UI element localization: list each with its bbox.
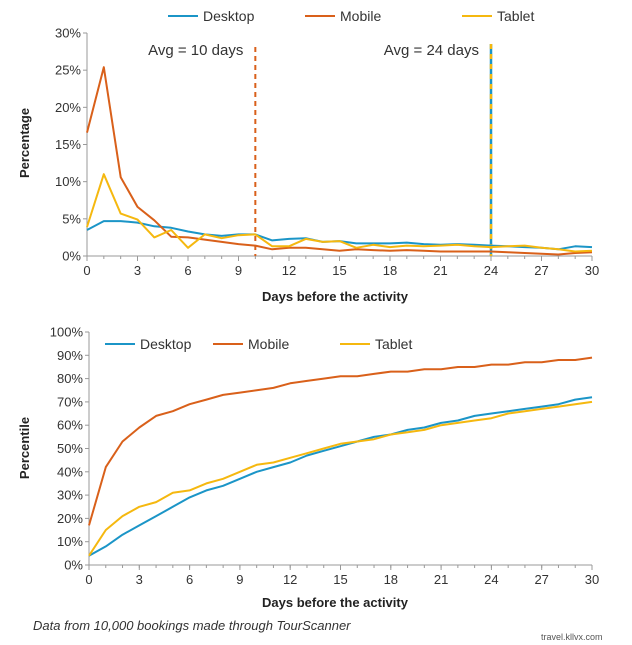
c1-legend-label-desktop: Desktop — [203, 8, 255, 24]
c2-x-tick-label: 6 — [186, 572, 193, 587]
c1-y-tick-label: 5% — [62, 211, 81, 226]
chart-percentile-xlabel: Days before the activity — [262, 595, 409, 610]
c1-x-tick-label: 3 — [134, 263, 141, 278]
chart-percentile-axes: 0% 10% 20% 30% 40% 50% 60% 70% 80% 90% 100% 0 3 6 9 12 1… — [50, 325, 599, 588]
c2-legend-label-tablet: Tablet — [375, 336, 412, 352]
c2-y-tick-label: 90% — [57, 348, 83, 363]
c2-series-tablet — [88, 400, 593, 557]
footer-note: Data from 10,000 bookings made through T… — [33, 618, 351, 633]
c1-x-tick-label: 9 — [235, 263, 242, 278]
chart-percentage-xlabel: Days before the activity — [262, 289, 409, 304]
c1-y-tick-label: 0% — [62, 249, 81, 264]
chart-percentage-series — [86, 66, 593, 256]
chart-percentile-legend: Desktop Mobile Tablet — [105, 336, 412, 352]
c2-series-desktop — [88, 396, 593, 557]
footer-credit: travel.kllvx.com — [541, 632, 603, 642]
c1-x-tick-label: 24 — [484, 263, 498, 278]
c2-y-tick-label: 80% — [57, 371, 83, 386]
c2-y-tick-label: 50% — [57, 441, 83, 456]
c1-x-tick-label: 12 — [282, 263, 296, 278]
c2-y-tick-label: 40% — [57, 464, 83, 479]
chart-percentage-annotations: Avg = 10 days Avg = 24 days — [148, 42, 493, 256]
c2-x-tick-label: 24 — [484, 572, 498, 587]
c2-y-tick-label: 100% — [50, 325, 84, 340]
c1-avg-label-1: Avg = 24 days — [384, 42, 479, 59]
c2-y-tick-label: 30% — [57, 488, 83, 503]
c2-x-tick-label: 0 — [85, 572, 92, 587]
chart-percentage-axes: 0% 5% 10% 15% 20% 25% 30% 0 3 6 9 12 15 18 21 24 27 30 — [55, 26, 599, 279]
c1-y-tick-label: 20% — [55, 100, 81, 115]
chart-percentile-series — [88, 356, 593, 557]
c1-avg-label-0: Avg = 10 days — [148, 42, 243, 59]
c1-x-tick-label: 15 — [332, 263, 346, 278]
chart-percentage: 0% 5% 10% 15% 20% 25% 30% 0 3 6 9 12 15 18 21 24 27 30 Av… — [17, 8, 599, 304]
c2-x-tick-label: 15 — [333, 572, 347, 587]
chart-percentage-legend: Desktop Mobile Tablet — [168, 8, 534, 24]
c1-y-tick-label: 25% — [55, 63, 81, 78]
c2-y-tick-label: 10% — [57, 534, 83, 549]
c1-y-tick-label: 15% — [55, 137, 81, 152]
c1-x-tick-label: 30 — [585, 263, 599, 278]
chart-percentile: 0% 10% 20% 30% 40% 50% 60% 70% 80% 90% 100% 0 3 6 9 12 1… — [17, 325, 599, 611]
c1-y-tick-label: 30% — [55, 26, 81, 41]
c1-x-tick-label: 27 — [534, 263, 548, 278]
c1-x-tick-label: 0 — [83, 263, 90, 278]
c2-series-mobile — [88, 356, 593, 526]
c2-y-tick-label: 0% — [64, 558, 83, 573]
chart-percentile-ylabel: Percentile — [17, 417, 32, 479]
c1-x-tick-label: 18 — [383, 263, 397, 278]
chart-percentage-ylabel: Percentage — [17, 108, 32, 178]
c1-legend-label-tablet: Tablet — [497, 8, 534, 24]
c2-x-tick-label: 30 — [585, 572, 599, 587]
c2-x-tick-label: 9 — [236, 572, 243, 587]
c1-series-tablet — [86, 173, 593, 253]
c2-legend-label-mobile: Mobile — [248, 336, 289, 352]
c2-legend-label-desktop: Desktop — [140, 336, 192, 352]
c2-x-tick-label: 27 — [534, 572, 548, 587]
c2-x-tick-label: 12 — [283, 572, 297, 587]
c2-x-tick-label: 3 — [136, 572, 143, 587]
c1-y-tick-label: 10% — [55, 174, 81, 189]
c1-x-tick-label: 6 — [184, 263, 191, 278]
c1-x-tick-label: 21 — [433, 263, 447, 278]
c2-x-tick-label: 18 — [384, 572, 398, 587]
c1-series-mobile — [86, 66, 593, 256]
c1-legend-label-mobile: Mobile — [340, 8, 381, 24]
c2-y-tick-label: 70% — [57, 394, 83, 409]
c2-x-tick-label: 21 — [434, 572, 448, 587]
c2-y-tick-label: 60% — [57, 418, 83, 433]
c2-y-tick-label: 20% — [57, 511, 83, 526]
